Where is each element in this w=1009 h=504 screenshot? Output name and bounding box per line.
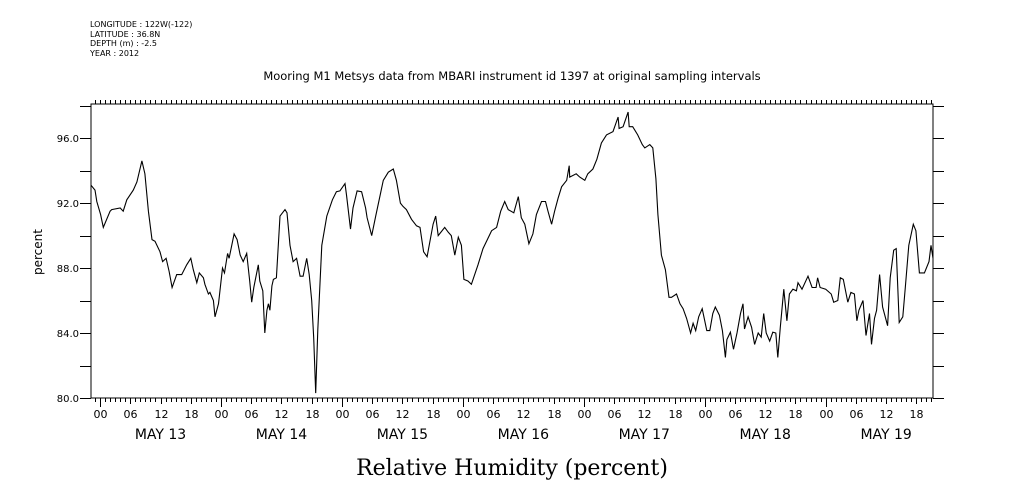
x-day-label: MAY 13 [135,427,186,443]
x-hour-tick-label: 18 [185,408,199,421]
x-hour-tick-label: 00 [215,408,229,421]
x-hour-tick-label: 18 [306,408,320,421]
x-hour-tick-label: 06 [245,408,259,421]
x-hour-tick-label: 12 [517,408,531,421]
x-hour-tick-label: 06 [487,408,501,421]
x-hour-tick-label: 18 [548,408,562,421]
x-hour-tick-label: 06 [124,408,138,421]
x-hour-tick-label: 18 [910,408,924,421]
x-hour-tick-label: 12 [880,408,894,421]
x-hour-tick-label: 12 [396,408,410,421]
x-day-label: MAY 15 [377,427,428,443]
y-tick-label: 84.0 [57,329,79,340]
chart-title: Mooring M1 Metsys data from MBARI instru… [263,69,760,83]
y-tick-label: 92.0 [57,199,79,210]
x-hour-tick-label: 00 [699,408,713,421]
x-hour-tick-label: 00 [457,408,471,421]
x-hour-tick-label: 06 [850,408,864,421]
x-hour-tick-label: 18 [789,408,803,421]
x-hour-tick-label: 00 [578,408,592,421]
x-hour-tick-label: 06 [608,408,622,421]
year-label: YEAR : 2012 [90,48,140,58]
x-hour-tick-label: 18 [427,408,441,421]
x-day-label: MAY 14 [256,427,307,443]
x-axis-label: Relative Humidity (percent) [356,456,668,481]
humidity-series-line [90,111,934,394]
y-axis-label: percent [31,229,45,275]
longitude-label: LONGITUDE : 122W(-122) [90,20,193,29]
latitude-label: LATITUDE : 36.8N [90,29,161,39]
y-tick-label: 88.0 [57,264,79,275]
y-tick-label: 80.0 [57,394,79,405]
dataset-metadata: LONGITUDE : 122W(-122) LATITUDE : 36.8N … [90,20,192,58]
x-day-label: MAY 19 [860,427,911,443]
depth-label: DEPTH (m) : -2.5 [90,39,157,48]
x-hour-tick-label: 00 [336,408,350,421]
x-hour-tick-label: 12 [275,408,289,421]
x-hour-tick-label: 06 [366,408,380,421]
plot-frame [90,103,934,399]
x-day-label: MAY 17 [619,427,670,443]
x-hour-tick-label: 00 [94,408,108,421]
x-hour-tick-label: 00 [820,408,834,421]
x-hour-tick-label: 12 [155,408,169,421]
axes: 00 06 12 18 00 06 12 18 00 06 12 18 00 06 12 18 00 06 12 18… [57,100,944,443]
x-hour-tick-label: 18 [669,408,683,421]
x-day-label: MAY 18 [740,427,791,443]
y-tick-label: 96.0 [57,134,79,145]
x-hour-tick-label: 12 [759,408,773,421]
x-day-label: MAY 16 [498,427,549,443]
x-hour-tick-label: 12 [638,408,652,421]
x-hour-tick-label: 06 [729,408,743,421]
